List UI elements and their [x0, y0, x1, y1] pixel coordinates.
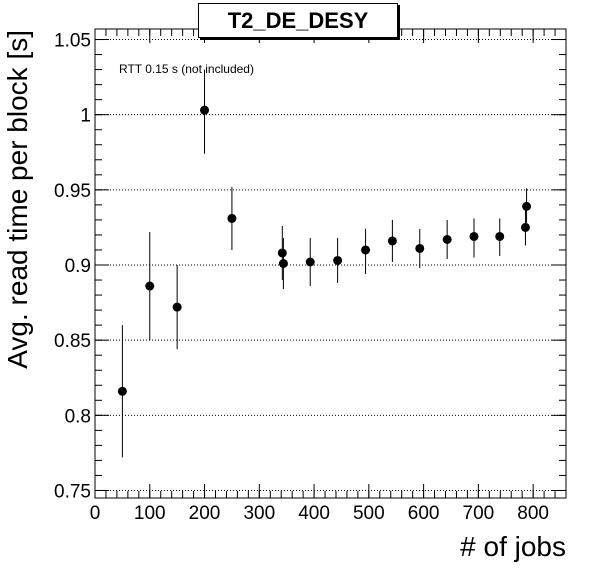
y-tick-label: 0.95: [54, 181, 91, 202]
y-tick-label: 1: [80, 106, 91, 127]
plot-frame: [94, 28, 567, 499]
data-point: [469, 231, 479, 241]
data-point: [520, 222, 530, 232]
x-tick-label: 600: [408, 503, 440, 524]
ticks: [94, 29, 567, 498]
data-point: [145, 281, 155, 291]
data-point: [495, 231, 505, 241]
data-point: [277, 248, 287, 258]
data-points: [117, 69, 532, 458]
y-tick-label: 0.75: [54, 481, 91, 502]
rtt-annotation: RTT 0.15 s (not included): [119, 62, 254, 76]
grid: [95, 39, 566, 491]
data-point: [172, 302, 182, 312]
data-point: [387, 236, 397, 246]
data-point: [333, 255, 343, 265]
y-tick-label: 0.9: [65, 256, 91, 277]
x-tick-label: 800: [517, 503, 549, 524]
x-tick-label: 700: [463, 503, 495, 524]
chart-title: T2_DE_DESY: [198, 3, 398, 38]
y-tick-label: 0.8: [65, 406, 91, 427]
data-point: [522, 201, 532, 211]
data-point: [415, 243, 425, 253]
data-point: [278, 259, 288, 268]
x-tick-label: 400: [298, 503, 330, 524]
x-tick-label: 200: [189, 503, 221, 524]
data-point: [361, 245, 371, 255]
data-point: [227, 213, 237, 223]
data-point: [305, 257, 315, 267]
x-tick-label: 500: [353, 503, 385, 524]
x-axis-label: # of jobs: [460, 531, 566, 562]
x-tick-label: 100: [134, 503, 166, 524]
y-tick-label: 0.85: [54, 331, 91, 352]
x-tick-label: 0: [90, 503, 101, 524]
y-axis-label: Avg. read time per block [s]: [2, 30, 33, 369]
x-tick-label: 300: [243, 503, 275, 524]
tick-labels: 0.75 0.8 0.85 0.9 0.95 1 1.05 0 100 200 300 400 500 6…: [54, 31, 549, 524]
data-point: [442, 234, 452, 244]
data-point: [117, 386, 127, 396]
data-point: [200, 105, 210, 115]
y-tick-label: 1.05: [54, 31, 91, 52]
